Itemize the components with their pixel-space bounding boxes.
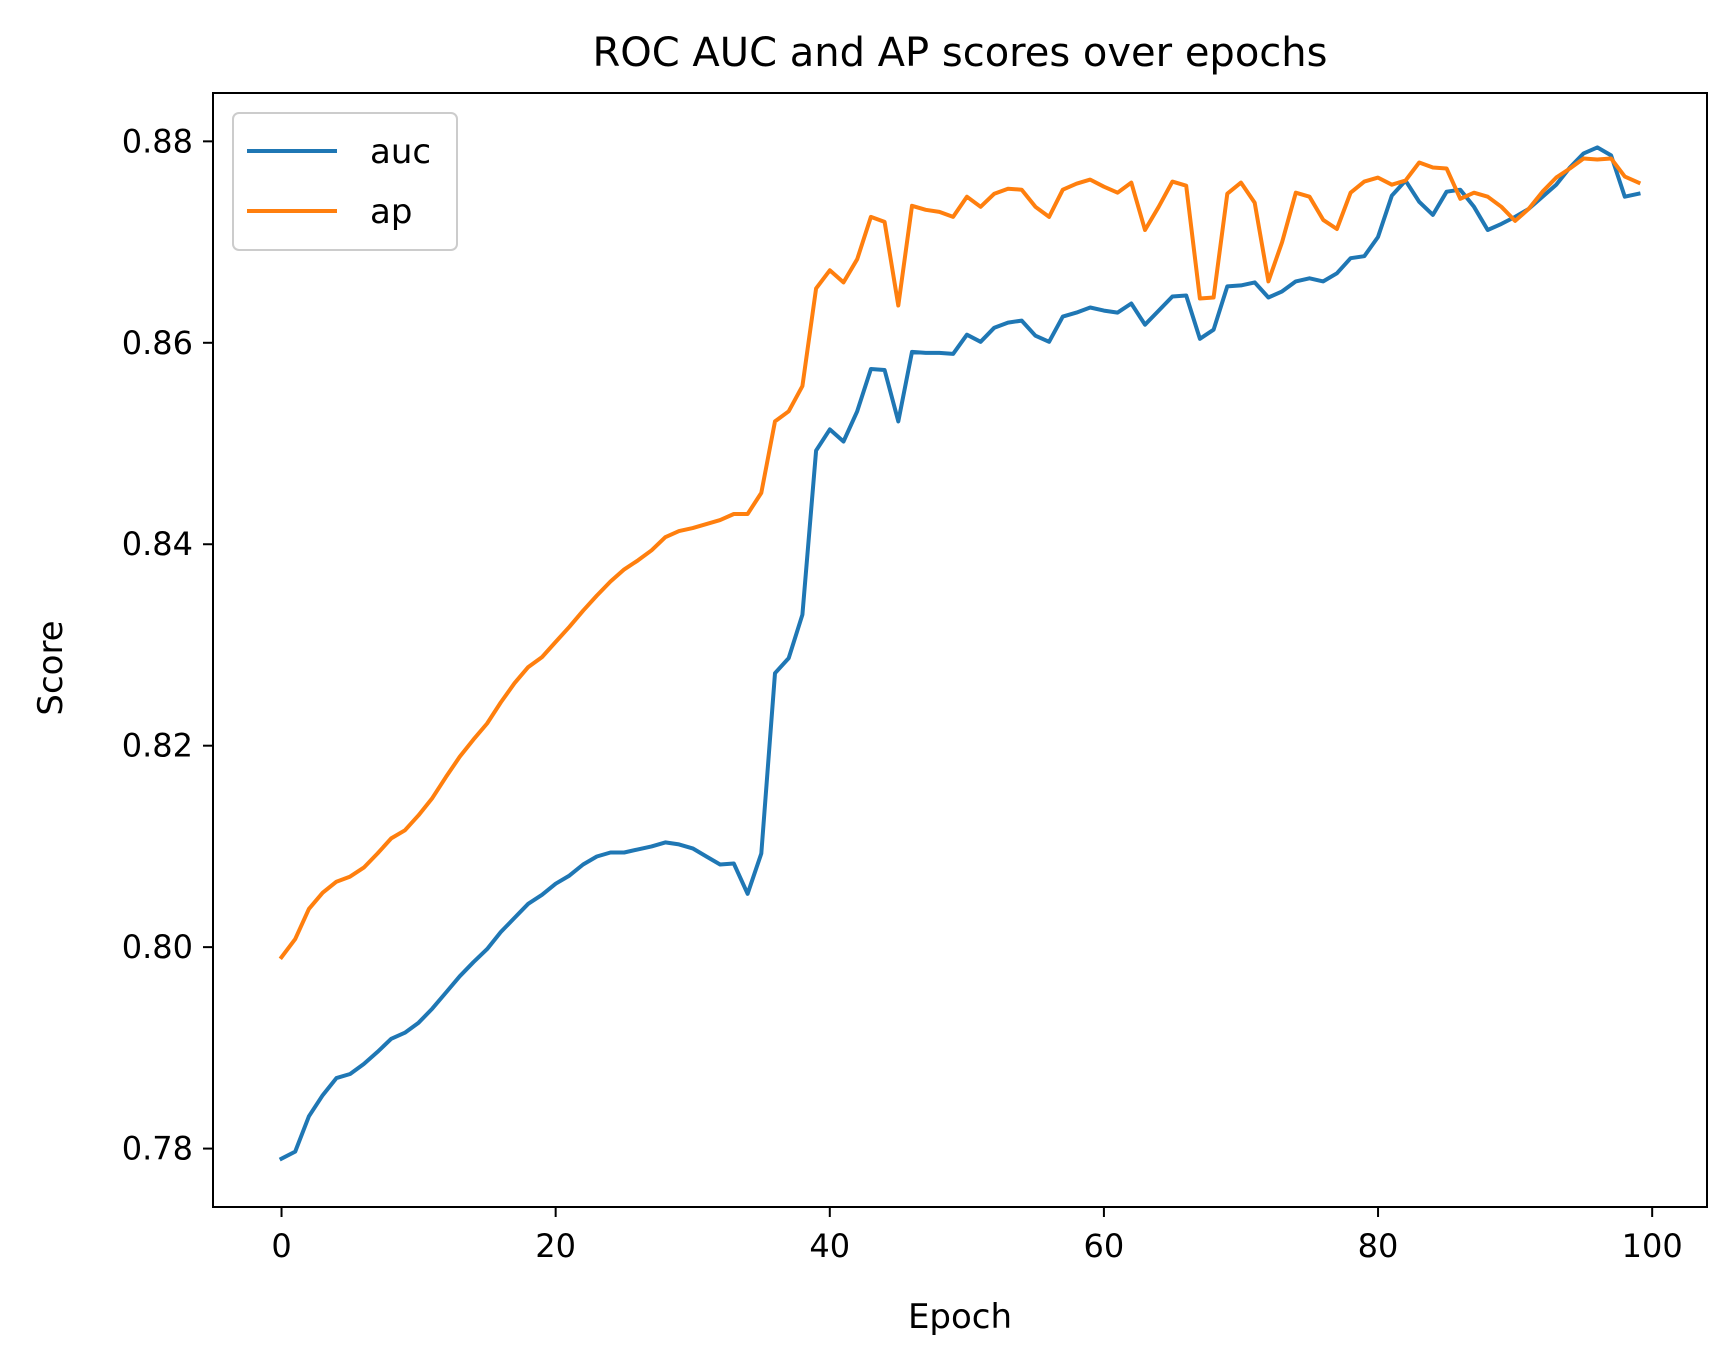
x-tick-label: 80 — [1358, 1227, 1399, 1265]
x-tick-label: 20 — [535, 1227, 576, 1265]
series-line-ap — [278, 156, 1642, 961]
x-tick-label: 60 — [1084, 1227, 1125, 1265]
chart-title: ROC AUC and AP scores over epochs — [593, 30, 1328, 76]
y-tick-label: 0.88 — [122, 122, 193, 160]
x-tick-label: 100 — [1622, 1227, 1683, 1265]
y-tick-label: 0.86 — [122, 324, 193, 362]
series-line-auc — [278, 145, 1641, 1162]
plot-frame — [212, 92, 1708, 1208]
y-axis: 0.78 0.80 0.82 0.84 0.86 0.88 — [122, 122, 213, 1168]
legend-box — [232, 112, 458, 251]
y-tick-label: 0.78 — [122, 1130, 193, 1168]
x-axis: 0 20 40 60 80 100 — [271, 1207, 1683, 1265]
legend-label-ap: ap — [370, 192, 412, 232]
plot-area: 0 20 40 60 80 100 0.78 0.80 0.82 0.84 0.86 0.88 — [122, 92, 1708, 1265]
legend: auc ap — [232, 112, 458, 251]
y-tick-label: 0.82 — [122, 727, 193, 765]
series-lines — [278, 145, 1642, 1162]
y-axis-title: Score — [31, 620, 71, 715]
x-tick-label: 0 — [271, 1227, 291, 1265]
y-tick-label: 0.84 — [122, 525, 193, 563]
x-axis-title: Epoch — [908, 1297, 1012, 1337]
y-tick-label: 0.80 — [122, 928, 193, 966]
x-tick-label: 40 — [809, 1227, 850, 1265]
legend-label-auc: auc — [370, 132, 431, 172]
